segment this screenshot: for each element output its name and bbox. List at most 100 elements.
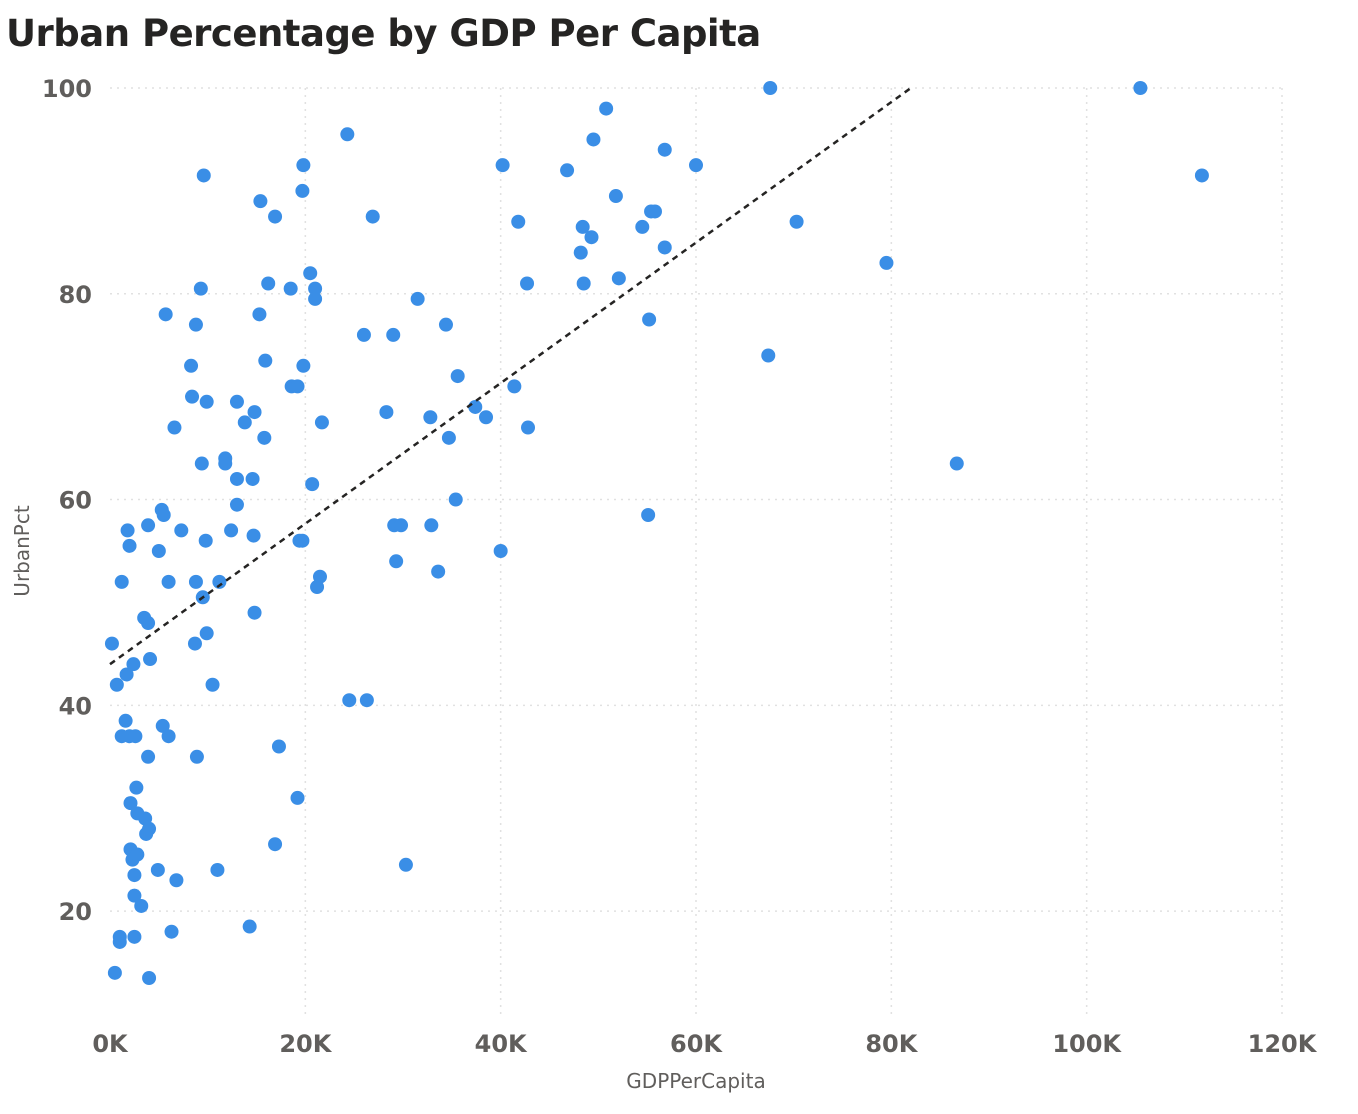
data-point [493,544,508,558]
data-point [210,862,225,877]
data-point [450,369,465,384]
data-point [126,657,141,672]
data-point [642,312,657,327]
data-point [283,281,298,296]
data-point [141,749,156,764]
data-point [167,420,182,435]
data-point [257,430,272,445]
data-point [410,291,425,306]
data-point [107,965,122,980]
grid-lines [110,87,1283,1014]
data-point [290,379,305,394]
x-tick-label: 40K [475,1030,528,1058]
data-point [647,204,662,219]
data-point [161,574,176,589]
data-point [340,127,355,142]
data-point [511,214,526,229]
data-point [151,544,166,558]
data-point [438,317,453,332]
data-point [258,353,273,368]
y-tick-label: 40 [59,692,92,720]
data-point [242,919,257,934]
data-point [142,821,157,836]
data-point [127,929,142,944]
data-point [576,276,591,291]
data-point [495,158,510,173]
data-point [573,245,588,260]
data-point [949,456,964,471]
data-point [129,780,144,795]
data-point [423,410,438,425]
data-point [314,415,329,430]
data-point [268,837,283,852]
x-tick-label: 60K [670,1030,723,1058]
data-point [123,796,138,811]
data-point [271,739,286,754]
data-point [155,718,170,733]
data-point [185,389,200,404]
data-point [188,574,203,589]
data-point [128,729,143,744]
data-point [879,255,894,270]
data-point [212,574,227,589]
data-point [120,523,135,538]
data-point [119,667,134,682]
data-point [188,317,203,332]
x-axis-ticks: 0K 20K 40K 60K 80K 100K 120K [92,1030,1317,1058]
data-point [689,158,703,173]
data-point [290,790,305,805]
data-point [261,276,276,291]
data-point [224,523,239,538]
data-point [342,693,357,708]
data-point [109,677,124,692]
x-tick-label: 120K [1248,1030,1318,1058]
data-point [189,749,204,764]
data-point [218,456,233,471]
data-point [303,266,318,281]
data-point [199,626,214,641]
data-point [143,652,158,667]
data-point [237,415,252,430]
data-point [386,327,401,342]
data-point [575,219,590,234]
data-point [431,564,446,579]
data-point [608,189,623,204]
data-point [150,862,165,877]
data-point [169,873,184,888]
data-point [657,142,672,157]
data-point [379,405,394,420]
data-point [586,132,601,147]
data-point [424,518,439,533]
data-point [229,497,244,512]
data-point [635,219,650,234]
data-point [761,348,776,363]
data-point [521,420,536,435]
x-tick-label: 100K [1052,1030,1122,1058]
trend-line-path [109,86,912,666]
data-point [198,533,213,548]
data-point [295,533,310,548]
data-point [268,209,283,224]
data-point [194,456,209,471]
trend-line [109,86,912,666]
y-tick-label: 20 [59,898,92,926]
data-point [295,183,310,198]
data-points [104,81,1209,985]
data-point [252,307,267,322]
data-point [441,430,456,445]
data-point [520,276,535,291]
data-point [164,924,179,939]
data-point [229,394,244,409]
data-point [394,518,409,533]
data-point [134,898,149,913]
data-point [611,271,626,286]
data-point [205,677,220,692]
data-point [763,81,778,95]
data-point [365,209,380,224]
data-point [196,168,211,183]
data-point [308,281,323,296]
data-point [308,291,323,306]
x-tick-label: 0K [92,1030,129,1058]
data-point [104,636,119,651]
data-point [1194,168,1209,183]
